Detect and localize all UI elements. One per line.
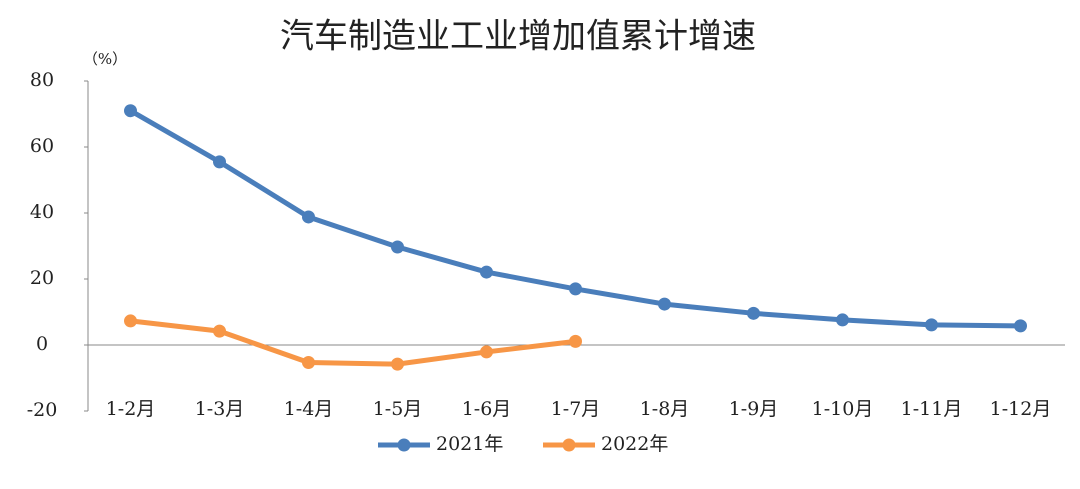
x-tick-label: 1-4月 (284, 398, 334, 420)
x-tick-label: 1-12月 (990, 398, 1052, 420)
data-point (391, 357, 404, 371)
series-line (130, 318, 576, 367)
x-tick-label: 1-11月 (901, 398, 963, 420)
data-point (213, 155, 226, 169)
x-tick-label: 1-10月 (812, 398, 874, 420)
x-tick-label: 1-7月 (551, 398, 601, 420)
data-point (124, 314, 137, 328)
data-point (480, 265, 493, 279)
data-point (302, 210, 315, 224)
data-point (391, 240, 404, 254)
x-tick-label: 1-9月 (729, 398, 779, 420)
chart-title: 汽车制造业工业增加值累计增速 (280, 17, 756, 57)
y-tick-label: 60 (30, 135, 54, 157)
x-tick-label: 1-6月 (462, 398, 512, 420)
data-point (569, 334, 582, 348)
data-point (302, 355, 315, 369)
y-tick-label: 80 (30, 69, 54, 91)
y-tick-label: 0 (36, 333, 48, 355)
legend-marker (397, 438, 411, 452)
data-point (747, 306, 760, 320)
y-tick-label: -20 (27, 399, 58, 421)
data-point (658, 297, 671, 311)
y-tick-label: 40 (30, 201, 54, 223)
x-tick-label: 1-3月 (195, 398, 245, 420)
legend-label: 2021年 (436, 433, 503, 455)
data-point (836, 313, 849, 327)
data-point (213, 324, 226, 338)
data-point (124, 104, 137, 118)
x-tick-label: 1-2月 (106, 398, 156, 420)
data-point (569, 282, 582, 296)
legend-marker (562, 438, 576, 452)
y-unit-label: （%） (83, 50, 127, 68)
legend-label: 2022年 (601, 433, 668, 455)
y-tick-label: 20 (30, 267, 54, 289)
x-tick-label: 1-8月 (640, 398, 690, 420)
data-point (1014, 319, 1027, 333)
data-point (480, 345, 493, 359)
x-tick-label: 1-5月 (373, 398, 423, 420)
data-point (925, 318, 938, 332)
